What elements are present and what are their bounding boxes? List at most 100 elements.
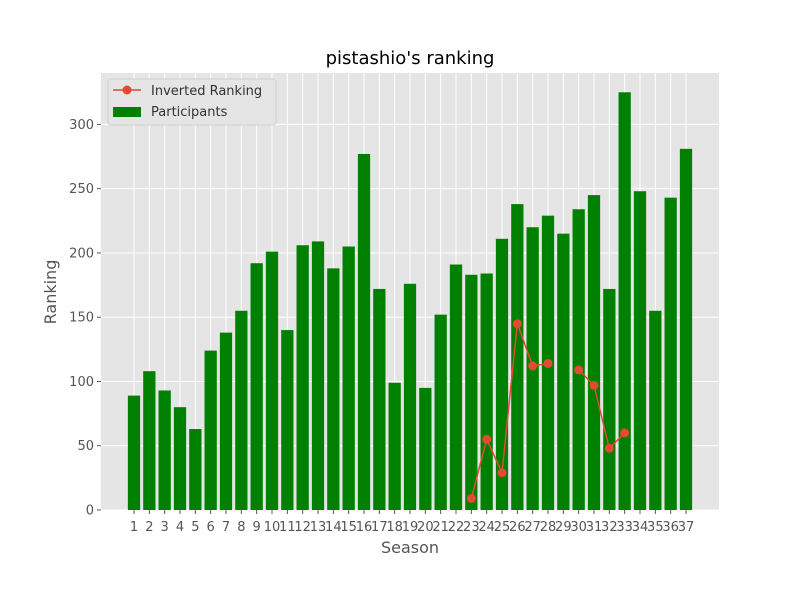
bar-participants: [511, 204, 524, 510]
bar-participants: [557, 233, 570, 511]
bar-participants: [342, 246, 355, 510]
legend: Inverted Ranking Participants: [107, 78, 277, 126]
point-inverted-ranking: [589, 380, 599, 390]
bars: [127, 92, 693, 511]
bar-participants: [603, 288, 616, 510]
x-tick-label: 4: [176, 520, 184, 535]
bar-participants: [357, 153, 371, 511]
bar-participants: [127, 395, 141, 510]
bar-participants: [664, 197, 677, 510]
x-tick-label: 24: [478, 520, 495, 535]
x-tick-label: 13: [310, 520, 327, 535]
x-ticks: 1 2 3 4 5 6 7 8 9 1011121314151617181920212223242…: [130, 510, 694, 535]
legend-label-inverted-ranking: Inverted Ranking: [151, 84, 262, 99]
x-tick-label: 27: [524, 520, 541, 535]
x-tick-label: 34: [632, 520, 649, 535]
x-tick-label: 33: [616, 520, 633, 535]
bar-participants: [204, 350, 217, 510]
x-tick-label: 10: [264, 520, 281, 535]
x-tick-label: 7: [222, 520, 230, 535]
x-tick-label: 26: [509, 520, 526, 535]
y-ticks: 0 50 100 150 200 250 300: [69, 118, 101, 519]
bar-participants: [572, 209, 585, 510]
bar-participants: [388, 382, 401, 510]
bar-participants: [465, 274, 478, 510]
bar-participants: [311, 241, 325, 510]
y-tick-label: 100: [69, 375, 94, 390]
point-inverted-ranking: [528, 361, 538, 371]
x-tick-label: 30: [570, 520, 587, 535]
bar-participants: [143, 371, 156, 510]
x-tick-label: 29: [555, 520, 572, 535]
bar-participants: [480, 273, 493, 510]
x-tick-label: 17: [371, 520, 388, 535]
x-tick-label: 16: [356, 520, 373, 535]
x-tick-label: 22: [448, 520, 465, 535]
x-tick-label: 1: [130, 520, 138, 535]
x-tick-label: 5: [191, 520, 199, 535]
point-inverted-ranking: [482, 434, 492, 444]
point-inverted-ranking: [574, 365, 584, 375]
y-tick-label: 50: [77, 439, 94, 454]
y-tick-label: 0: [86, 504, 94, 519]
x-tick-label: 2: [145, 520, 153, 535]
bar-participants: [250, 263, 263, 510]
bar-participants: [649, 310, 662, 510]
x-tick-label: 12: [294, 520, 311, 535]
x-tick-label: 37: [678, 520, 695, 535]
line-segment-inverted-ranking: [578, 369, 626, 450]
x-tick-label: 15: [340, 520, 357, 535]
x-tick-label: 32: [601, 520, 618, 535]
bar-participants: [281, 330, 294, 510]
legend-marker-swatch: [122, 85, 132, 95]
bar-participants: [173, 407, 187, 510]
legend-bar-swatch: [113, 107, 141, 117]
y-tick-label: 150: [69, 311, 94, 326]
bar-participants: [449, 264, 463, 510]
bar-participants: [419, 387, 432, 510]
x-tick-label: 36: [662, 520, 679, 535]
bar-participants: [587, 195, 601, 510]
point-inverted-ranking: [497, 468, 507, 478]
x-tick-label: 3: [161, 520, 169, 535]
x-tick-label: 18: [386, 520, 403, 535]
bar-participants: [618, 92, 631, 510]
point-inverted-ranking: [604, 443, 614, 453]
x-tick-label: 31: [586, 520, 603, 535]
x-tick-label: 21: [432, 520, 449, 535]
chart-title: pistashio's ranking: [326, 48, 495, 69]
x-tick-label: 11: [279, 520, 296, 535]
bar-participants: [373, 288, 386, 510]
x-tick-label: 8: [237, 520, 245, 535]
y-axis-label: Ranking: [41, 260, 60, 325]
bar-participants: [434, 314, 447, 510]
y-tick-label: 200: [69, 246, 94, 261]
line-series: [466, 319, 630, 503]
point-inverted-ranking: [466, 493, 476, 503]
x-tick-label: 14: [325, 520, 342, 535]
bar-participants: [296, 245, 309, 510]
legend-box: [107, 78, 277, 126]
x-tick-label: 19: [402, 520, 419, 535]
x-tick-label: 35: [647, 520, 664, 535]
y-tick-label: 300: [69, 118, 94, 133]
bar-participants: [235, 310, 248, 510]
x-tick-label: 25: [494, 520, 511, 535]
bar-participants: [327, 268, 340, 510]
y-tick-label: 250: [69, 182, 94, 197]
bar-participants: [265, 251, 279, 510]
x-tick-label: 23: [463, 520, 480, 535]
x-tick-label: 20: [417, 520, 434, 535]
point-inverted-ranking: [512, 319, 522, 329]
x-tick-label: 6: [207, 520, 215, 535]
x-axis-label: Season: [381, 538, 439, 557]
bar-participants: [403, 283, 417, 510]
legend-label-participants: Participants: [151, 105, 228, 120]
x-tick-label: 9: [253, 520, 261, 535]
bar-participants: [158, 390, 171, 510]
bar-participants: [219, 332, 233, 510]
x-tick-label: 28: [540, 520, 557, 535]
bar-participants: [189, 429, 202, 510]
point-inverted-ranking: [543, 358, 553, 368]
